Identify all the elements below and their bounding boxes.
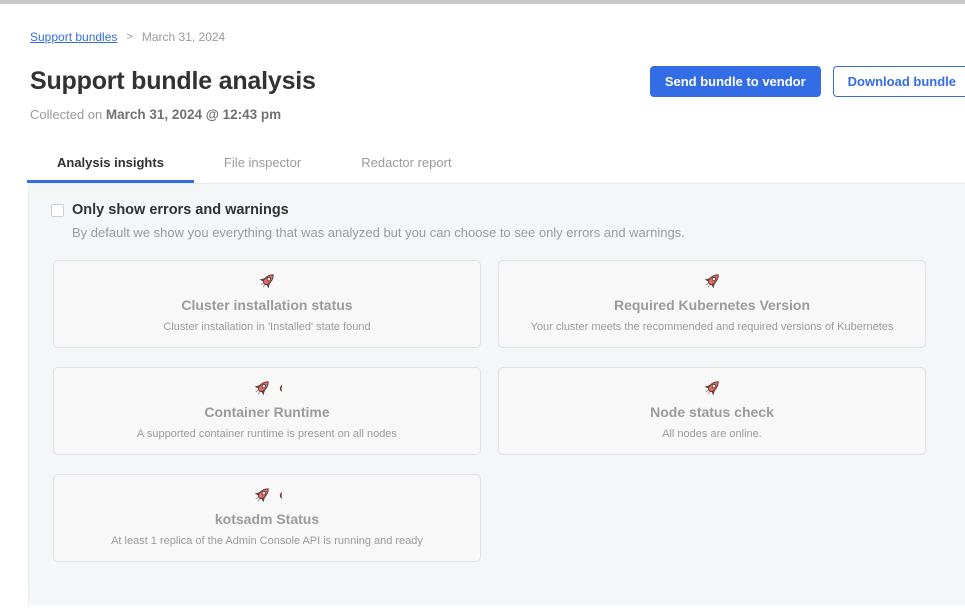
breadcrumb-current: March 31, 2024 xyxy=(141,30,226,44)
only-show-errors-checkbox[interactable] xyxy=(51,203,64,217)
rocket-icon xyxy=(252,485,282,507)
insight-title: Required Kubernetes Version xyxy=(613,297,811,313)
download-bundle-button[interactable]: Download bundle xyxy=(832,66,965,97)
breadcrumb-support-bundles-link[interactable]: Support bundles xyxy=(30,30,118,44)
filter-block: Only show errors and warnings By default… xyxy=(29,184,965,240)
insight-card-node-status-check: Node status check All nodes are online. xyxy=(498,367,926,455)
tab-analysis-insights[interactable]: Analysis insights xyxy=(27,155,194,183)
insights-grid: Cluster installation status Cluster inst… xyxy=(53,260,965,562)
top-border-bar xyxy=(0,0,965,4)
only-show-errors-label[interactable]: Only show errors and warnings xyxy=(72,202,289,218)
filter-row: Only show errors and warnings xyxy=(51,202,965,218)
insight-message: All nodes are online. xyxy=(662,428,762,440)
rocket-icon xyxy=(252,378,282,400)
tab-redactor-report[interactable]: Redactor report xyxy=(361,155,452,170)
send-bundle-to-vendor-button[interactable]: Send bundle to vendor xyxy=(649,66,821,97)
insight-title: Cluster installation status xyxy=(181,297,353,313)
rocket-icon xyxy=(256,271,278,293)
insight-title: Node status check xyxy=(650,404,774,420)
breadcrumb: Support bundles > March 31, 2024 xyxy=(30,30,965,44)
rocket-icon xyxy=(701,271,723,293)
filter-description: By default we show you everything that w… xyxy=(72,225,685,240)
insight-card-cluster-installation-status: Cluster installation status Cluster inst… xyxy=(53,260,481,348)
insight-message: At least 1 replica of the Admin Console … xyxy=(111,535,423,547)
insight-card-kotsadm-status: kotsadm Status At least 1 replica of the… xyxy=(53,474,481,562)
collected-on-line: Collected on March 31, 2024 @ 12:43 pm xyxy=(30,107,965,122)
insight-message: Your cluster meets the recommended and r… xyxy=(530,321,894,333)
rocket-icon xyxy=(701,378,723,400)
insight-card-required-kubernetes-version: Required Kubernetes Version Your cluster… xyxy=(498,260,926,348)
insight-message: Cluster installation in 'Installed' stat… xyxy=(163,321,371,333)
collected-on-date: March 31, 2024 @ 12:43 pm xyxy=(105,107,282,122)
insight-message: A supported container runtime is present… xyxy=(137,428,397,440)
collected-on-label: Collected on xyxy=(30,107,103,122)
insight-title: kotsadm Status xyxy=(214,511,320,527)
insight-title: Container Runtime xyxy=(204,404,330,420)
tab-file-inspector[interactable]: File inspector xyxy=(223,155,302,170)
tab-bar: Analysis insights File inspector Redacto… xyxy=(27,155,965,183)
page-header: Support bundle analysis Send bundle to v… xyxy=(30,64,965,98)
page-title: Support bundle analysis xyxy=(30,67,316,95)
analysis-insights-panel: Only show errors and warnings By default… xyxy=(28,183,965,605)
header-actions: Send bundle to vendor Download bundle xyxy=(649,66,965,97)
insight-card-container-runtime: Container Runtime A supported container … xyxy=(53,367,481,455)
breadcrumb-separator: > xyxy=(126,31,133,43)
